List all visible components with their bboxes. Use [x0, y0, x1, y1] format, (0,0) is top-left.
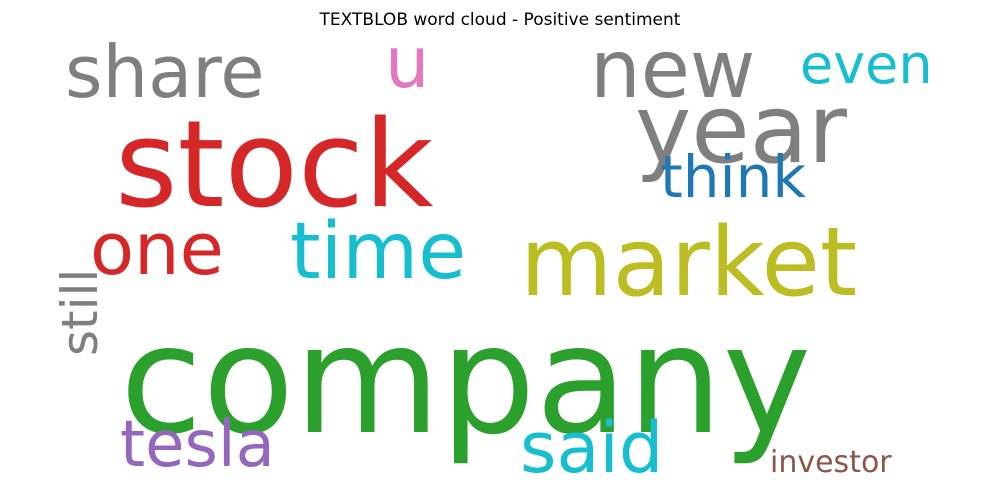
word-said: said	[520, 413, 663, 483]
word-time: time	[290, 213, 466, 291]
wordcloud-canvas: company stock market year new time share one u sa…	[50, 38, 950, 488]
word-share: share	[65, 38, 265, 108]
word-think: think	[660, 148, 806, 206]
chart-title: TEXTBLOB word cloud - Positive sentiment	[0, 10, 1000, 30]
word-market: market	[520, 216, 857, 311]
word-investor: investor	[770, 448, 892, 478]
word-one: one	[90, 213, 224, 285]
word-still: still	[55, 269, 105, 356]
word-tesla: tesla	[120, 413, 275, 477]
word-new: new	[590, 38, 755, 110]
word-even: even	[800, 38, 933, 92]
word-u: u	[385, 38, 429, 98]
